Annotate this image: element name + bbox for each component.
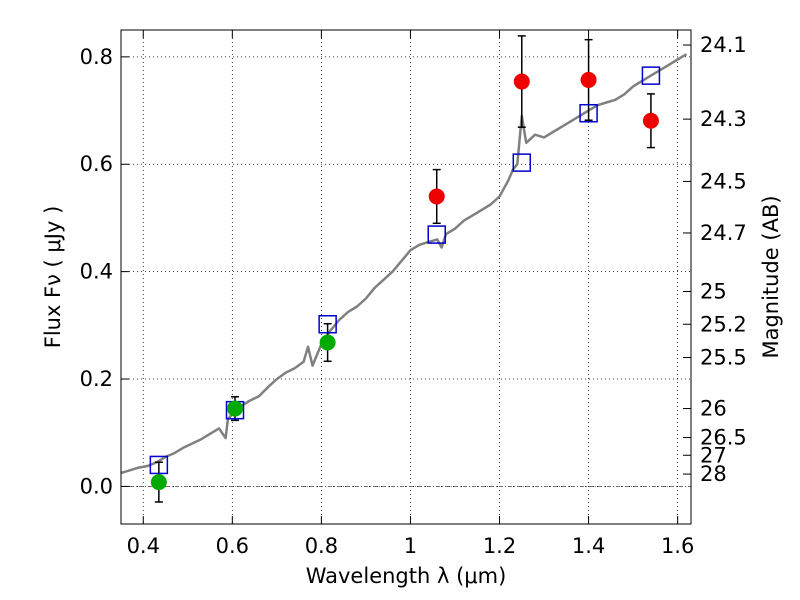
- x-axis-ticks: 0.4 0.6 0.8 1 1.2 1.4 1.6: [127, 30, 694, 558]
- right-tick-label: 26.5: [700, 426, 747, 450]
- x-tick-label: 0.4: [127, 534, 160, 558]
- right-tick-label: 26: [700, 397, 727, 421]
- observed-photometry-point: [642, 112, 659, 129]
- right-tick-label: 24.3: [700, 107, 747, 131]
- observed-photometry-point: [319, 334, 336, 351]
- x-tick-label: 1.6: [661, 534, 694, 558]
- right-tick-label: 25.5: [700, 346, 747, 370]
- right-tick-label: 24.5: [700, 169, 747, 193]
- y-tick-label: 0.4: [80, 260, 113, 284]
- spectrum-line: [120, 53, 688, 475]
- y-tick-label: 0.2: [80, 367, 113, 391]
- y-tick-label: 0.0: [80, 474, 113, 498]
- model-photometry-square: [427, 225, 446, 244]
- model-photometry-series: [149, 66, 661, 475]
- model-photometry-square: [512, 153, 532, 172]
- right-axis-label: Magnitude (AB): [759, 195, 783, 358]
- x-tick-label: 1.2: [483, 534, 516, 558]
- right-tick-label: 25.2: [700, 312, 747, 336]
- observed-photometry-point: [580, 71, 597, 88]
- x-tick-label: 0.8: [305, 534, 338, 558]
- right-tick-label: 27: [700, 443, 727, 467]
- model-photometry-square: [641, 66, 661, 85]
- y-tick-label: 0.8: [80, 45, 113, 69]
- right-tick-label: 28: [700, 462, 727, 486]
- right-tick-label: 24.1: [700, 33, 747, 57]
- y-axis-label: Flux Fν ( μJy ): [41, 206, 65, 349]
- observed-photometry-point: [150, 474, 167, 491]
- right-tick-label: 25: [700, 279, 727, 303]
- x-axis-label: Wavelength λ (μm): [306, 564, 507, 588]
- right-tick-label: 24.7: [700, 221, 747, 245]
- observed-photometry-point: [513, 73, 530, 90]
- x-tick-label: 0.6: [216, 534, 249, 558]
- grid-lines: [121, 30, 691, 524]
- model-photometry-square: [149, 455, 169, 475]
- y-tick-label: 0.6: [80, 152, 113, 176]
- y-axis-ticks: 0.0 0.2 0.4 0.6 0.8: [80, 45, 129, 498]
- model-photometry-square: [579, 103, 598, 123]
- x-tick-label: 1: [404, 534, 417, 558]
- spectrum-series: [120, 53, 688, 475]
- observed-photometry-point: [428, 188, 445, 205]
- observed-photometry-point: [227, 400, 243, 417]
- model-photometry-square: [318, 315, 337, 334]
- plot-frame: [120, 29, 692, 525]
- observed-photometry-series: [150, 71, 659, 491]
- x-tick-label: 1.4: [572, 534, 605, 558]
